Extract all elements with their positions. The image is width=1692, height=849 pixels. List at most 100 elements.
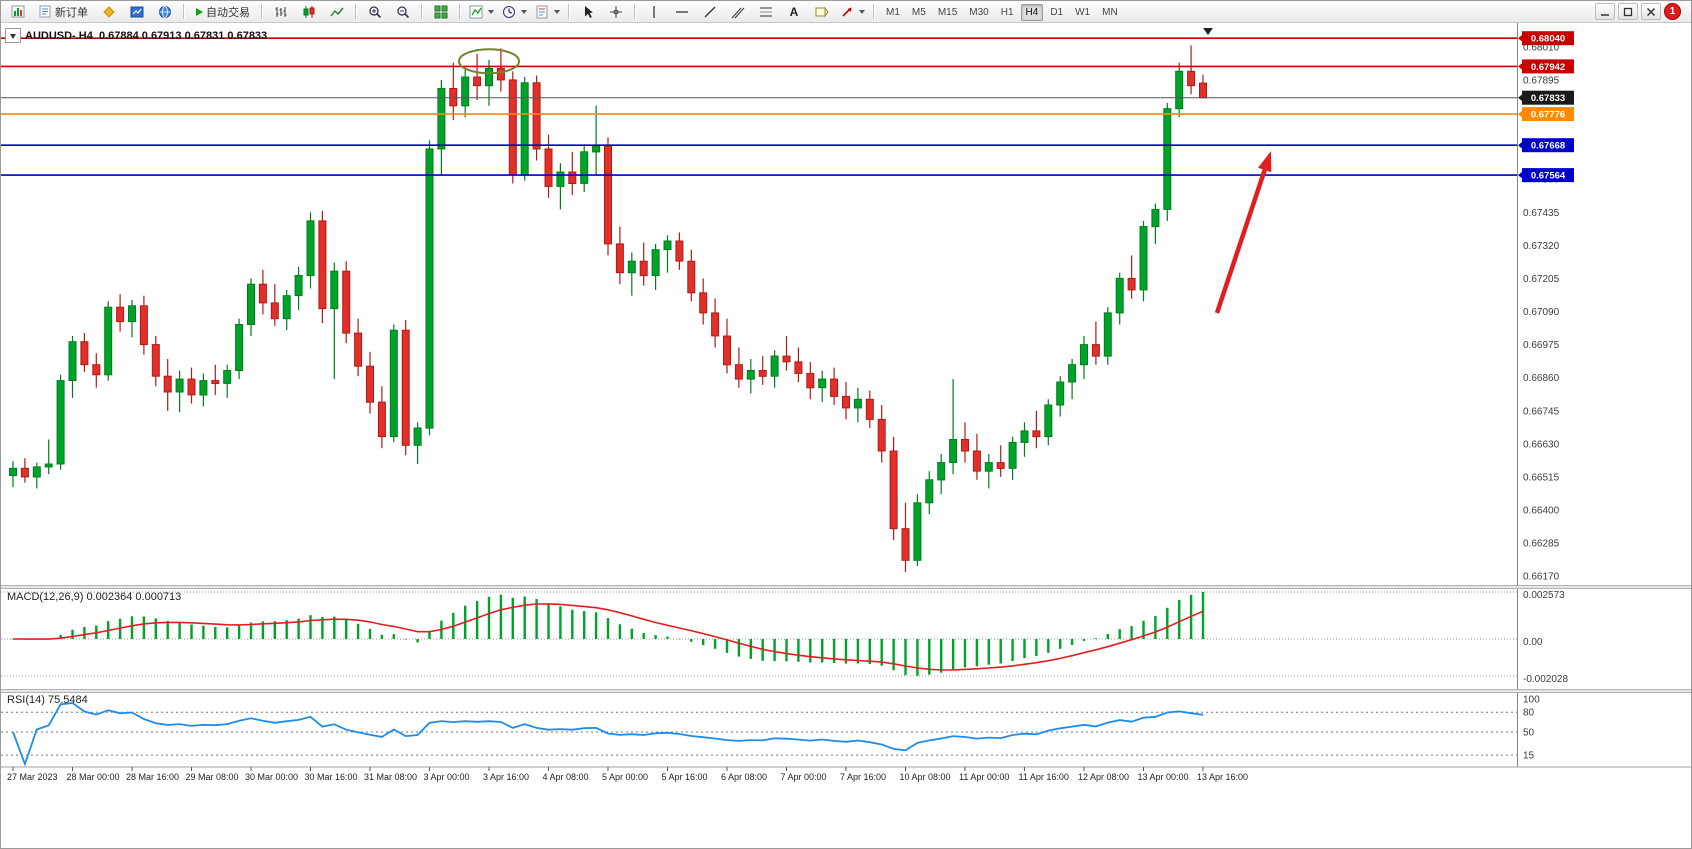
minimize-icon[interactable]	[1595, 3, 1615, 20]
svg-text:0.67320: 0.67320	[1523, 241, 1560, 252]
crosshair-icon[interactable]	[603, 2, 629, 22]
quick-trade-toggle[interactable]	[5, 28, 21, 43]
macd-bar	[1059, 639, 1062, 649]
macd-bar	[237, 625, 241, 639]
timeframe-W1[interactable]: W1	[1075, 7, 1091, 18]
svg-text:0.67833: 0.67833	[1531, 93, 1565, 104]
price-tag-0.67833[interactable]	[1522, 90, 1574, 105]
tile-windows-icon[interactable]	[428, 2, 454, 22]
toolbar-separator	[183, 4, 185, 19]
bar-chart-icon[interactable]	[268, 2, 294, 22]
price-tag-0.67942[interactable]	[1522, 59, 1574, 74]
text-label-icon[interactable]	[809, 2, 835, 22]
candle	[532, 82, 541, 150]
macd-bar	[606, 618, 610, 639]
zoom-out-icon[interactable]	[390, 2, 416, 22]
price-tag-0.67668[interactable]	[1522, 138, 1574, 153]
candle	[627, 260, 636, 274]
timeframe-M15[interactable]: M15	[937, 7, 958, 18]
macd-bar	[487, 596, 491, 639]
candle	[913, 502, 922, 561]
timeframe-M5[interactable]: M5	[911, 7, 926, 18]
price-tag-0.67564[interactable]	[1522, 168, 1574, 183]
panel-divider-rsi[interactable]	[1, 689, 1691, 693]
arrow-tools-icon[interactable]	[837, 2, 868, 22]
chevron-down-icon	[488, 10, 494, 17]
navigator-icon[interactable]	[152, 2, 178, 22]
new-chart-icon[interactable]	[5, 2, 31, 22]
close-icon[interactable]	[1641, 3, 1661, 20]
timeframe-H4[interactable]: H4	[1020, 4, 1044, 21]
zoom-in-icon[interactable]	[362, 2, 388, 22]
macd-bar	[809, 639, 812, 663]
chevron-down-icon	[554, 10, 560, 17]
price-tag-0.67776[interactable]	[1522, 107, 1574, 122]
macd-bar	[583, 611, 586, 639]
arrow-annotation-head[interactable]	[1258, 151, 1272, 173]
candle	[223, 370, 232, 384]
vertical-line-icon[interactable]	[641, 2, 667, 22]
macd-bar	[547, 603, 550, 639]
candle	[580, 151, 589, 184]
rsi-line	[12, 702, 1204, 767]
candle	[485, 67, 493, 87]
panel-divider-macd[interactable]	[1, 585, 1691, 589]
ellipse-annotation[interactable]	[458, 48, 520, 75]
candle	[128, 305, 136, 323]
svg-text:0.002573: 0.002573	[1523, 590, 1565, 601]
horizontal-line-icon[interactable]	[669, 2, 695, 22]
timeframe-M30[interactable]: M30	[969, 7, 989, 18]
macd-bar	[202, 625, 205, 639]
macd-bar	[868, 639, 871, 664]
timeframe-M1[interactable]: M1	[886, 7, 900, 18]
equidistant-channel-icon[interactable]	[725, 2, 751, 22]
autotrading-button[interactable]: 自动交易	[190, 3, 256, 21]
svg-text:13 Apr 16:00: 13 Apr 16:00	[1197, 772, 1248, 782]
autotrading-label: 自动交易	[206, 6, 250, 19]
macd-bar	[190, 624, 193, 639]
new-order-button[interactable]: 新订单	[33, 3, 94, 21]
macd-bar	[380, 634, 384, 639]
templates-icon[interactable]	[532, 2, 563, 22]
svg-text:0.66400: 0.66400	[1523, 506, 1560, 517]
macd-bar	[321, 616, 324, 639]
macd-bar	[1035, 639, 1038, 657]
svg-text:0.67205: 0.67205	[1523, 274, 1560, 285]
notification-badge[interactable]: 1	[1664, 3, 1681, 20]
price-tag-0.68040[interactable]	[1522, 31, 1574, 46]
text-tool-icon[interactable]: A	[789, 4, 799, 19]
macd-bar	[1070, 639, 1074, 645]
indicators-icon[interactable]	[466, 2, 497, 22]
metaeditor-icon[interactable]	[96, 2, 122, 22]
macd-bar	[571, 609, 574, 639]
timeframe-H1[interactable]: H1	[1000, 7, 1014, 18]
macd-bar	[725, 639, 729, 653]
macd-bar	[1011, 639, 1014, 661]
timeframe-MN[interactable]: MN	[1102, 7, 1118, 18]
candlestick-chart-icon[interactable]	[296, 2, 322, 22]
macd-signal-line	[12, 603, 1204, 671]
market-watch-icon[interactable]	[124, 2, 150, 22]
candle	[92, 364, 101, 376]
macd-bar	[261, 621, 265, 639]
scroll-end-marker[interactable]	[1203, 28, 1213, 35]
periods-icon[interactable]	[499, 2, 530, 22]
macd-bar	[130, 616, 134, 639]
fibonacci-icon[interactable]	[753, 2, 779, 22]
candle	[806, 372, 815, 389]
line-chart-icon[interactable]	[324, 2, 350, 22]
trendline-icon[interactable]	[697, 2, 723, 22]
macd-bar	[678, 638, 681, 640]
macd-bar	[737, 639, 741, 657]
svg-text:0.67435: 0.67435	[1523, 208, 1560, 219]
timeframe-D1[interactable]: D1	[1050, 7, 1064, 18]
macd-bar	[928, 639, 931, 675]
maximize-icon[interactable]	[1618, 3, 1638, 20]
candle	[318, 220, 327, 310]
macd-bar	[916, 639, 919, 676]
macd-bar	[404, 639, 407, 640]
svg-text:27 Mar 2023: 27 Mar 2023	[7, 772, 58, 782]
cursor-icon[interactable]	[575, 2, 601, 22]
